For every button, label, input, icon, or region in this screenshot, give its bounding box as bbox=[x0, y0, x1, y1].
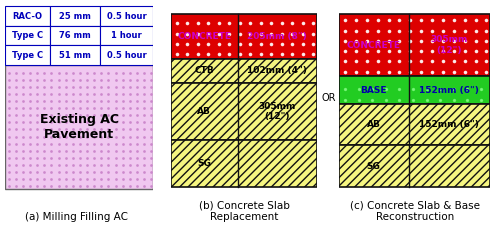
Text: 51 mm: 51 mm bbox=[59, 51, 91, 60]
Text: (b) Concrete Slab
Replacement: (b) Concrete Slab Replacement bbox=[198, 201, 290, 222]
Bar bbox=[100, 26, 153, 45]
Bar bbox=[5, 26, 50, 45]
Text: 1 hour: 1 hour bbox=[111, 31, 142, 40]
Bar bbox=[5, 65, 153, 189]
Bar bbox=[339, 104, 490, 146]
Text: CONCRETE: CONCRETE bbox=[347, 40, 401, 49]
Bar bbox=[339, 76, 490, 104]
Text: SG: SG bbox=[198, 159, 211, 168]
Text: Type C: Type C bbox=[12, 31, 43, 40]
Bar bbox=[171, 59, 317, 83]
Bar bbox=[171, 14, 317, 59]
Text: Type C: Type C bbox=[12, 51, 43, 60]
Text: 305mm
(12"): 305mm (12") bbox=[431, 35, 468, 55]
Text: 0.5 hour: 0.5 hour bbox=[107, 51, 147, 60]
Text: 76 mm: 76 mm bbox=[59, 31, 91, 40]
Text: 305mm
(12"): 305mm (12") bbox=[259, 102, 296, 121]
Text: 152mm (6"): 152mm (6") bbox=[419, 120, 479, 129]
Bar bbox=[171, 83, 317, 140]
Text: 25 mm: 25 mm bbox=[59, 12, 91, 21]
Bar bbox=[100, 6, 153, 26]
Text: CONCRETE: CONCRETE bbox=[177, 32, 231, 41]
Bar bbox=[50, 6, 100, 26]
Bar bbox=[171, 140, 317, 187]
Bar bbox=[5, 6, 50, 26]
Text: OR: OR bbox=[321, 93, 336, 103]
Text: CTB: CTB bbox=[195, 67, 214, 75]
Text: (a) Milling Filling AC: (a) Milling Filling AC bbox=[25, 212, 128, 222]
Text: AB: AB bbox=[367, 120, 381, 129]
Text: 0.5 hour: 0.5 hour bbox=[107, 12, 147, 21]
Bar bbox=[50, 26, 100, 45]
Text: BASE: BASE bbox=[360, 86, 387, 94]
Text: (c) Concrete Slab & Base
Reconstruction: (c) Concrete Slab & Base Reconstruction bbox=[350, 201, 480, 222]
Text: 152mm (6"): 152mm (6") bbox=[419, 86, 479, 94]
Text: 205mm (8"): 205mm (8") bbox=[248, 32, 307, 41]
Bar bbox=[100, 45, 153, 65]
Text: 102mm (4"): 102mm (4") bbox=[248, 67, 307, 75]
Text: RAC-O: RAC-O bbox=[12, 12, 42, 21]
Text: SG: SG bbox=[367, 162, 381, 171]
Bar bbox=[339, 14, 490, 76]
Bar bbox=[5, 45, 50, 65]
Bar bbox=[50, 45, 100, 65]
Text: AB: AB bbox=[198, 107, 211, 116]
Bar bbox=[339, 146, 490, 187]
Text: Existing AC
Pavement: Existing AC Pavement bbox=[40, 113, 119, 141]
